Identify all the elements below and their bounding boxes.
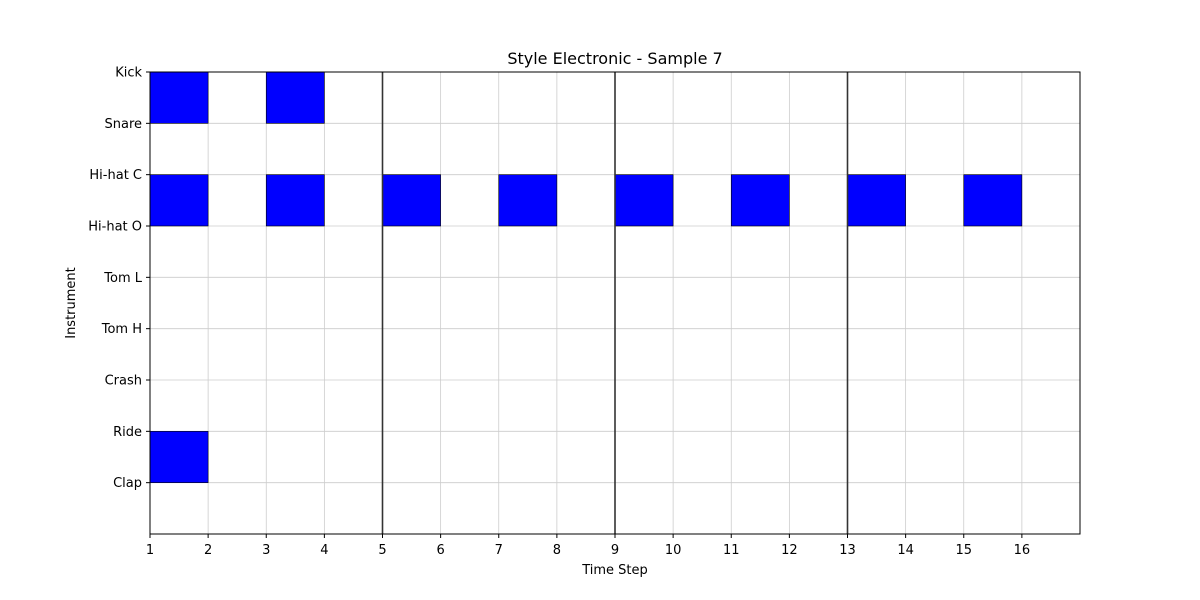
x-tick-label: 9 (611, 543, 619, 558)
y-tick-label: Clap (113, 476, 142, 491)
x-tick-label: 16 (1014, 543, 1031, 558)
hit-cell (847, 174, 906, 227)
x-tick-label: 15 (955, 543, 972, 558)
x-tick-label: 11 (723, 543, 740, 558)
hit-cell (382, 174, 441, 227)
y-tick-label: Tom H (101, 322, 142, 337)
hit-cell (265, 174, 325, 227)
hit-cell (149, 431, 209, 483)
x-tick-label: 4 (320, 543, 328, 558)
x-tick-label: 10 (665, 543, 682, 558)
hit-cell (149, 174, 209, 227)
hit-cell (614, 174, 674, 227)
x-tick-label: 6 (436, 543, 444, 558)
hit-cell (149, 71, 209, 124)
x-axis-ticks: 1 2 3 4 5 6 7 8 9 10 11 12 13 14 15 16 (146, 534, 1030, 558)
y-tick-label: Ride (113, 425, 142, 440)
y-tick-label: Hi-hat C (89, 168, 142, 183)
x-tick-label: 2 (204, 543, 212, 558)
x-tick-label: 1 (146, 543, 154, 558)
hit-cell (730, 174, 790, 227)
pattern-hits (149, 71, 1023, 483)
x-tick-label: 7 (495, 543, 503, 558)
hit-cell (963, 174, 1023, 227)
x-tick-label: 12 (781, 543, 798, 558)
bar-lines (381, 72, 849, 534)
y-tick-label: Tom L (103, 271, 142, 286)
y-axis-ticks: Kick Snare Hi-hat C Hi-hat O Tom L Tom H Crash… (88, 66, 150, 491)
y-tick-label: Snare (104, 117, 142, 132)
y-axis-label: Instrument (64, 267, 79, 339)
hit-cell (265, 71, 325, 124)
x-tick-label: 8 (553, 543, 561, 558)
y-tick-label: Crash (105, 374, 142, 389)
chart-title: Style Electronic - Sample 7 (507, 49, 722, 68)
x-axis-label: Time Step (581, 563, 648, 578)
hit-cell (498, 174, 558, 227)
x-tick-label: 13 (839, 543, 856, 558)
x-tick-label: 14 (897, 543, 914, 558)
y-tick-label: Hi-hat O (88, 220, 142, 235)
x-tick-label: 5 (378, 543, 386, 558)
x-tick-label: 3 (262, 543, 270, 558)
y-tick-label: Kick (115, 66, 142, 81)
